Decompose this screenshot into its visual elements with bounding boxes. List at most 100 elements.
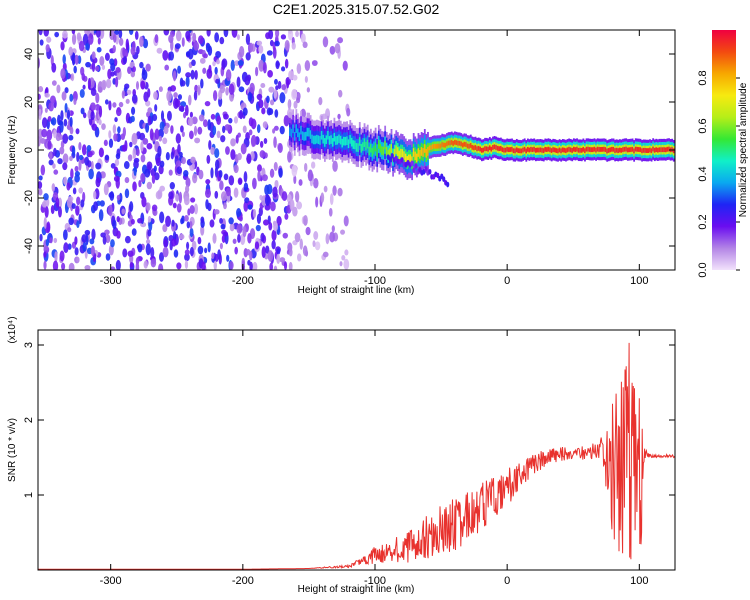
ridge-cell — [466, 143, 469, 149]
noise-speckle — [177, 94, 183, 100]
ridge-cell — [403, 151, 406, 160]
noise-speckle — [105, 253, 111, 261]
noise-speckle — [131, 94, 138, 104]
noise-speckle — [228, 217, 234, 225]
noise-speckle — [322, 36, 329, 48]
noise-speckle — [90, 102, 96, 111]
noise-speckle — [162, 50, 169, 61]
noise-speckle — [122, 126, 126, 137]
noise-speckle — [206, 30, 211, 37]
noise-speckle — [116, 106, 121, 113]
ridge-cell — [560, 148, 563, 154]
ridge-cell — [515, 147, 518, 153]
ridge-cell — [347, 139, 350, 149]
noise-speckle — [294, 232, 301, 243]
noise-speckle — [246, 153, 252, 165]
ridge-cell — [343, 136, 345, 146]
noise-speckle — [87, 151, 93, 158]
noise-speckle — [176, 166, 183, 175]
noise-speckle — [137, 217, 143, 224]
noise-speckle — [38, 93, 41, 100]
noise-speckle — [158, 128, 164, 139]
noise-speckle — [127, 250, 134, 257]
noise-speckle — [236, 223, 243, 234]
noise-speckle — [257, 164, 262, 172]
ridge-cell — [458, 140, 461, 146]
noise-speckle — [237, 177, 243, 185]
noise-speckle — [98, 209, 104, 222]
noise-speckle — [265, 245, 270, 254]
ridge-cell — [657, 147, 659, 153]
noise-speckle — [229, 92, 234, 102]
ridge-cell — [463, 141, 466, 147]
spectrogram-x-axis-label: Height of straight line (km) — [298, 285, 415, 296]
ridge-branch — [442, 176, 446, 182]
noise-speckle — [100, 232, 106, 238]
noise-speckle — [76, 32, 82, 42]
ridge-cell — [308, 127, 310, 137]
noise-speckle — [245, 52, 251, 61]
noise-speckle — [81, 144, 87, 156]
noise-speckle — [84, 156, 90, 166]
noise-speckle — [323, 185, 328, 193]
noise-speckle — [101, 123, 106, 131]
noise-speckle — [163, 239, 168, 248]
noise-speckle — [114, 158, 120, 167]
noise-speckle — [198, 35, 204, 45]
ridge-cell — [647, 148, 650, 153]
noise-speckle — [331, 225, 335, 233]
noise-speckle — [220, 223, 226, 230]
noise-speckle — [273, 125, 279, 131]
ridge-cell — [492, 145, 494, 150]
noise-speckle — [278, 167, 283, 178]
noise-speckle — [256, 40, 263, 46]
noise-speckle — [287, 99, 291, 110]
noise-speckle — [262, 219, 269, 226]
ridge-cell — [544, 146, 547, 152]
noise-speckle — [268, 222, 273, 231]
noise-speckle — [274, 109, 279, 118]
ridge-branch — [428, 168, 432, 175]
noise-speckle — [154, 128, 160, 140]
noise-speckle — [122, 47, 126, 57]
ridge-cell — [622, 147, 624, 153]
noise-speckle — [329, 193, 334, 206]
noise-speckle — [297, 253, 302, 262]
noise-speckle — [342, 60, 348, 71]
noise-speckle — [277, 80, 282, 90]
noise-speckle — [288, 248, 293, 257]
noise-speckle — [63, 229, 68, 241]
noise-speckle — [46, 36, 52, 43]
noise-speckle — [132, 147, 137, 160]
ridge-cell — [530, 146, 532, 152]
noise-speckle — [62, 30, 68, 39]
noise-speckle — [277, 143, 283, 153]
noise-speckle — [103, 183, 109, 196]
noise-speckle — [302, 245, 308, 256]
ridge-cell — [311, 134, 314, 144]
noise-speckle — [181, 156, 186, 165]
ridge-cell — [293, 132, 296, 141]
ridge-cell — [561, 147, 564, 153]
colorbar-tick-label: 0.4 — [697, 166, 709, 181]
ridge-cell — [317, 135, 320, 145]
noise-speckle — [252, 177, 257, 190]
noise-speckle — [279, 257, 286, 263]
ridge-cell — [357, 143, 360, 152]
ridge-cell — [577, 147, 580, 153]
noise-speckle — [123, 161, 130, 170]
noise-speckle — [62, 54, 66, 65]
noise-speckle — [252, 261, 258, 270]
noise-speckle — [171, 238, 177, 247]
noise-speckle — [341, 255, 346, 261]
noise-speckle — [112, 124, 117, 134]
noise-speckle — [150, 258, 157, 268]
noise-speckle — [112, 33, 117, 43]
ridge-cell — [457, 140, 460, 146]
noise-speckle — [147, 229, 152, 237]
ridge-cell — [323, 138, 326, 147]
noise-speckle — [291, 42, 296, 50]
spectrogram-y-axis: -40 -20 0 20 40 — [23, 48, 675, 254]
ridge-cell — [634, 146, 637, 152]
